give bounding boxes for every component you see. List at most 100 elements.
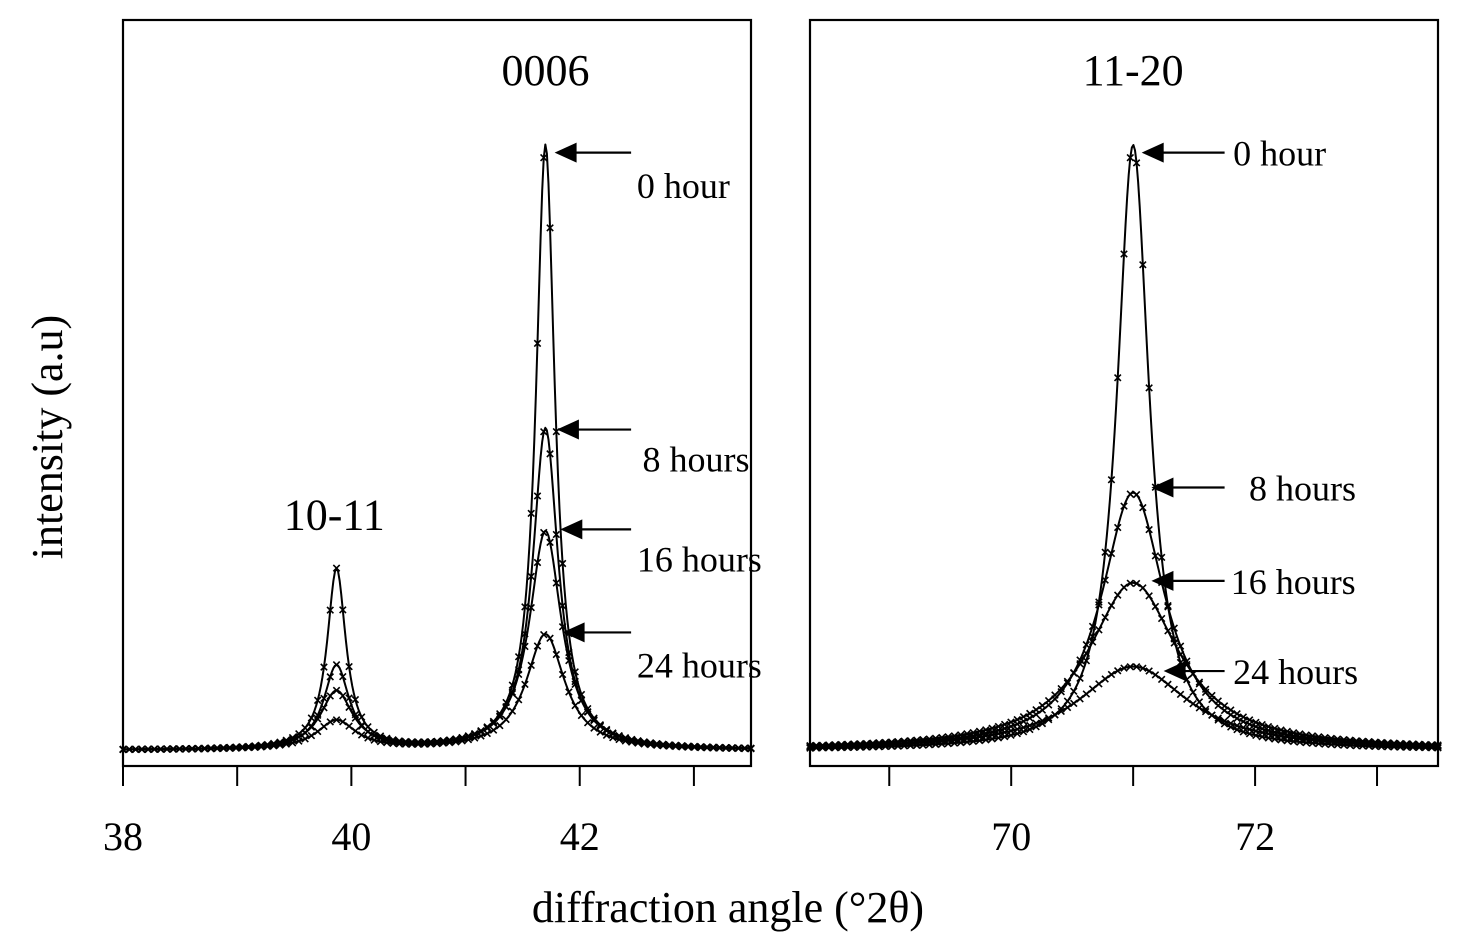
- data-point: [1383, 741, 1392, 749]
- data-point: [944, 736, 952, 745]
- series-8-hours: [806, 490, 1442, 751]
- data-point: [408, 740, 416, 749]
- data-point: [313, 715, 322, 723]
- data-point: [496, 721, 504, 730]
- data-point: [627, 738, 636, 746]
- data-point: [1214, 697, 1222, 705]
- data-point: [963, 734, 971, 743]
- data-point: [1264, 729, 1273, 738]
- data-point: [1120, 502, 1128, 510]
- data-point: [583, 707, 592, 716]
- data-point: [671, 742, 680, 751]
- data-point: [502, 715, 510, 724]
- data-point: [684, 743, 692, 751]
- data-point: [1019, 712, 1028, 721]
- data-point: [1132, 579, 1141, 588]
- data-point: [496, 712, 504, 720]
- data-point: [1088, 685, 1097, 693]
- data-point: [1151, 671, 1160, 679]
- data-point: [862, 741, 871, 750]
- data-point: [1101, 576, 1109, 584]
- data-point: [1026, 709, 1034, 718]
- annotation-label: 16 hours: [1231, 562, 1356, 602]
- data-point: [1176, 650, 1185, 659]
- data-point: [364, 727, 372, 736]
- data-point: [301, 735, 309, 743]
- data-point: [452, 738, 460, 746]
- data-point: [1157, 675, 1166, 684]
- x-tick-label: 72: [1235, 814, 1275, 859]
- data-point: [426, 740, 435, 748]
- data-point: [715, 744, 724, 752]
- data-point: [1415, 742, 1423, 750]
- data-point: [1195, 698, 1204, 706]
- data-point: [1214, 714, 1222, 722]
- arrow-head: [560, 519, 583, 540]
- data-point: [1101, 548, 1109, 557]
- data-point: [269, 742, 278, 750]
- data-point: [938, 737, 946, 745]
- data-point: [389, 739, 397, 748]
- data-point: [332, 686, 341, 695]
- data-point: [332, 716, 341, 724]
- data-point: [596, 728, 605, 736]
- data-point: [539, 427, 548, 436]
- annotation-arrow: [1141, 142, 1225, 163]
- data-point: [539, 153, 548, 162]
- data-point: [483, 729, 492, 738]
- annotation-label: 24 hours: [1233, 652, 1358, 692]
- arrow-head: [562, 622, 585, 643]
- data-point: [521, 642, 529, 651]
- data-point: [131, 745, 140, 754]
- data-point: [552, 530, 561, 539]
- x-axis-label: diffraction angle (°2θ): [532, 883, 924, 932]
- data-point: [1195, 704, 1204, 712]
- data-point: [200, 745, 209, 753]
- annotation-arrow: [554, 142, 632, 163]
- data-point: [900, 739, 908, 748]
- data-point: [583, 719, 592, 727]
- data-point: [1352, 739, 1361, 748]
- data-point: [1069, 699, 1078, 708]
- data-point: [1139, 664, 1147, 673]
- data-point: [565, 688, 573, 696]
- data-point: [1164, 680, 1172, 689]
- data-point: [345, 703, 353, 712]
- data-point: [1113, 591, 1122, 599]
- data-point: [665, 742, 674, 750]
- data-point: [1157, 614, 1166, 623]
- data-point: [489, 718, 498, 727]
- data-point: [1233, 721, 1241, 730]
- data-point: [975, 733, 984, 741]
- data-point: [345, 694, 353, 702]
- data-point: [539, 630, 548, 639]
- data-point: [558, 559, 567, 568]
- data-point: [483, 723, 492, 732]
- annotation-label: 8 hours: [1249, 469, 1356, 509]
- data-point: [533, 642, 542, 650]
- data-point: [1208, 711, 1216, 719]
- data-point: [546, 224, 554, 232]
- data-point: [837, 742, 846, 750]
- data-point: [357, 722, 366, 730]
- data-point: [812, 742, 821, 751]
- data-point: [150, 745, 159, 754]
- data-point: [144, 745, 152, 754]
- data-point: [326, 692, 335, 700]
- data-point: [1082, 690, 1091, 698]
- data-point: [1427, 742, 1436, 751]
- data-point: [1107, 475, 1116, 484]
- data-point: [831, 742, 839, 751]
- data-point: [332, 661, 341, 669]
- data-point: [1088, 638, 1097, 646]
- data-point: [722, 744, 730, 753]
- data-point: [1057, 684, 1065, 693]
- data-point: [533, 492, 542, 500]
- data-point: [1107, 670, 1116, 679]
- annotation-label: 8 hours: [643, 440, 750, 480]
- data-point: [263, 742, 272, 751]
- data-point: [558, 670, 567, 679]
- data-point: [1390, 741, 1398, 749]
- data-point: [1277, 726, 1285, 734]
- data-point: [806, 743, 814, 751]
